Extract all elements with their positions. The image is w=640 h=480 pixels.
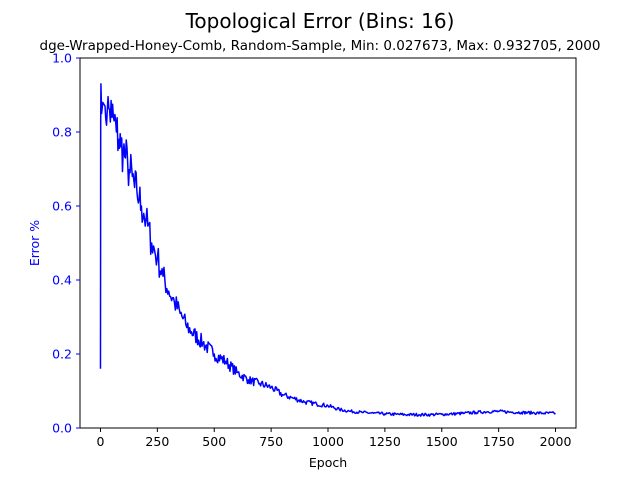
x-tick-label: 1250 — [369, 434, 401, 449]
x-tick-label: 2000 — [540, 434, 572, 449]
y-tick-label: 0.8 — [52, 125, 72, 140]
x-axis-label: Epoch — [309, 455, 347, 470]
y-axis-ticks: 0.0 0.2 0.4 0.6 0.8 1.0 — [52, 51, 80, 436]
series-line — [99, 83, 556, 417]
y-tick-label: 0.2 — [52, 347, 72, 362]
y-tick-label: 0.0 — [52, 421, 72, 436]
y-tick-label: 0.4 — [52, 273, 72, 288]
x-tick-label: 0 — [97, 434, 105, 449]
x-tick-label: 500 — [202, 434, 226, 449]
x-axis-ticks: 0 250 500 750 1000 1250 1500 1750 2000 — [97, 428, 572, 449]
y-axis-label: Error % — [27, 220, 42, 266]
x-tick-label: 250 — [145, 434, 169, 449]
chart-subtitle: dge-Wrapped-Honey-Comb, Random-Sample, M… — [40, 38, 601, 54]
x-tick-label: 1500 — [426, 434, 458, 449]
chart-title: Topological Error (Bins: 16) — [185, 9, 455, 33]
y-tick-label: 1.0 — [52, 51, 72, 66]
y-tick-label: 0.6 — [52, 199, 72, 214]
x-tick-label: 750 — [259, 434, 283, 449]
x-tick-label: 1000 — [312, 434, 344, 449]
x-tick-label: 1750 — [483, 434, 515, 449]
